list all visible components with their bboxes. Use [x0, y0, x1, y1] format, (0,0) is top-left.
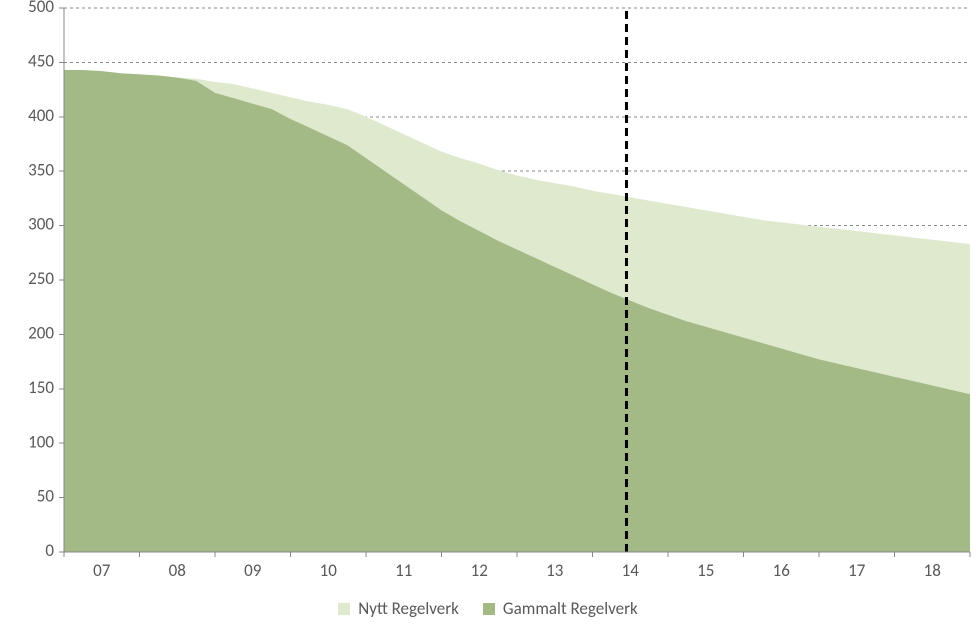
x-tick-label: 08 — [169, 560, 186, 581]
x-tick-label: 10 — [320, 560, 338, 581]
y-tick-label: 250 — [28, 268, 54, 289]
x-tick-label: 09 — [244, 560, 262, 581]
legend-label: Nytt Regelverk — [358, 598, 459, 619]
y-tick-label: 350 — [28, 159, 54, 180]
x-tick-label: 16 — [773, 560, 791, 581]
y-tick-label: 150 — [28, 377, 54, 398]
y-tick-label: 450 — [28, 50, 54, 71]
legend-item: Nytt Regelverk — [338, 598, 459, 619]
legend-label: Gammalt Regelverk — [503, 598, 638, 619]
x-tick-label: 15 — [697, 560, 714, 581]
y-tick-label: 400 — [28, 105, 54, 126]
legend-swatch — [338, 603, 350, 615]
y-tick-label: 50 — [37, 486, 55, 507]
x-tick-label: 07 — [93, 560, 111, 581]
y-tick-label: 300 — [28, 214, 54, 235]
legend-swatch — [483, 603, 495, 615]
x-tick-label: 11 — [395, 560, 412, 581]
y-tick-label: 200 — [28, 322, 54, 343]
area-chart: 0 50 100 150 200 250 300 350 400 450 500 07 08 09 10 11… — [0, 0, 976, 640]
x-tick-label: 14 — [622, 560, 640, 581]
y-tick-label: 500 — [28, 0, 54, 17]
y-tick-label: 0 — [45, 540, 54, 561]
x-tick-label: 13 — [546, 560, 563, 581]
legend-item: Gammalt Regelverk — [483, 598, 638, 619]
chart-legend: Nytt Regelverk Gammalt Regelverk — [0, 598, 976, 620]
x-tick-label: 17 — [848, 560, 866, 581]
chart-svg: 0 50 100 150 200 250 300 350 400 450 500 07 08 09 10 11… — [0, 0, 976, 640]
x-tick-label: 18 — [924, 560, 941, 581]
y-tick-label: 100 — [28, 431, 54, 452]
x-tick-label: 12 — [471, 560, 488, 581]
